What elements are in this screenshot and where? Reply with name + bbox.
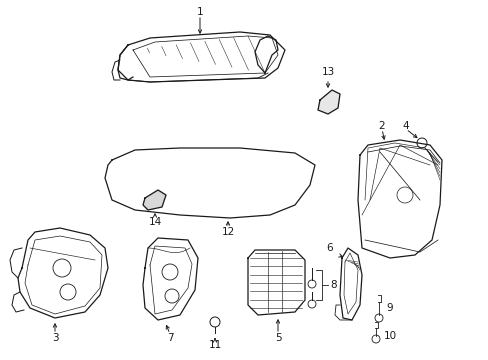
Text: 2: 2 <box>378 121 385 131</box>
Text: 12: 12 <box>221 227 234 237</box>
Polygon shape <box>317 90 339 114</box>
Text: 5: 5 <box>274 333 281 343</box>
Text: 13: 13 <box>321 67 334 77</box>
Text: 7: 7 <box>166 333 173 343</box>
Polygon shape <box>142 190 165 210</box>
Text: 8: 8 <box>330 280 337 290</box>
Text: 6: 6 <box>326 243 333 253</box>
Text: 4: 4 <box>402 121 408 131</box>
Text: 10: 10 <box>383 331 396 341</box>
Text: 9: 9 <box>386 303 392 313</box>
Text: 3: 3 <box>52 333 58 343</box>
Text: 14: 14 <box>148 217 162 227</box>
Text: 1: 1 <box>196 7 203 17</box>
Text: 11: 11 <box>208 340 221 350</box>
